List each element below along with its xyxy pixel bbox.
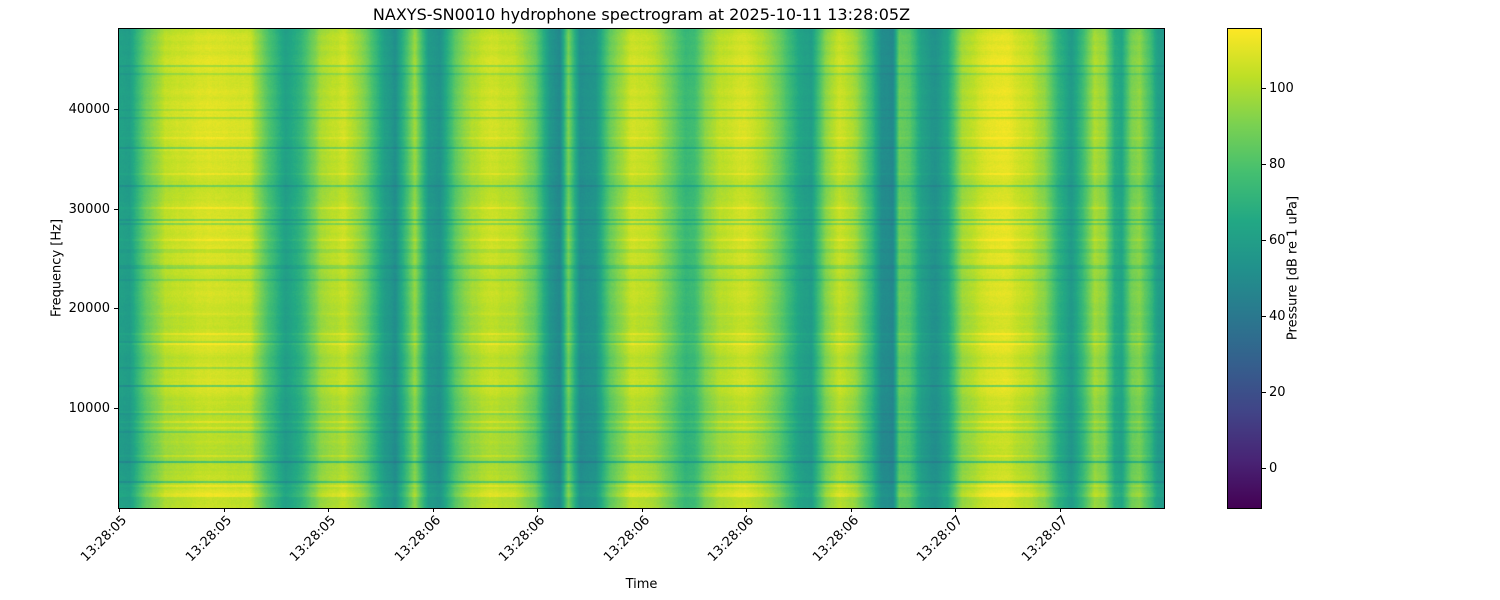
x-tick-label-text: 13:28:06: [600, 513, 653, 565]
colorbar-tick-mark: [1262, 164, 1266, 165]
x-tick-label-text: 13:28:05: [77, 513, 130, 565]
colorbar-label: Pressure [dB re 1 uPa]: [1285, 195, 1301, 341]
x-tick-label-text: 13:28:06: [704, 513, 757, 565]
x-tick-label-text: 13:28:06: [391, 513, 444, 565]
y-tick-label: 40000: [68, 102, 110, 117]
colorbar-tick-mark: [1262, 240, 1266, 241]
colorbar-tick-mark: [1262, 468, 1266, 469]
x-tick-label-text: 13:28:05: [182, 513, 235, 565]
x-tick-label-text: 13:28:07: [913, 513, 966, 565]
x-tick-label-text: 13:28:05: [286, 513, 339, 565]
colorbar-tick-label: 0: [1269, 461, 1278, 476]
colorbar-tick-mark: [1262, 316, 1266, 317]
x-axis-label: Time: [625, 577, 658, 592]
colorbar: [1227, 28, 1262, 509]
x-tick-label-text: 13:28:06: [495, 513, 548, 565]
x-tick-label-text: 13:28:06: [809, 513, 862, 565]
spectrogram-heatmap: [119, 29, 1164, 508]
y-tick-label: 10000: [68, 401, 110, 416]
colorbar-tick-label: 60: [1269, 233, 1286, 248]
spectrogram-plot-area: [118, 28, 1165, 509]
colorbar-tick-label: 20: [1269, 385, 1286, 400]
chart-title: NAXYS-SN0010 hydrophone spectrogram at 2…: [372, 5, 911, 24]
colorbar-tick-mark: [1262, 392, 1266, 393]
colorbar-tick-label: 40: [1269, 309, 1286, 324]
colorbar-tick-label: 80: [1269, 157, 1286, 172]
x-tick-label-text: 13:28:07: [1018, 513, 1071, 565]
y-tick-label: 30000: [68, 202, 110, 217]
colorbar-tick-label: 100: [1269, 81, 1294, 96]
colorbar-tick-mark: [1262, 88, 1266, 89]
y-axis-label: Frequency [Hz]: [49, 218, 65, 318]
